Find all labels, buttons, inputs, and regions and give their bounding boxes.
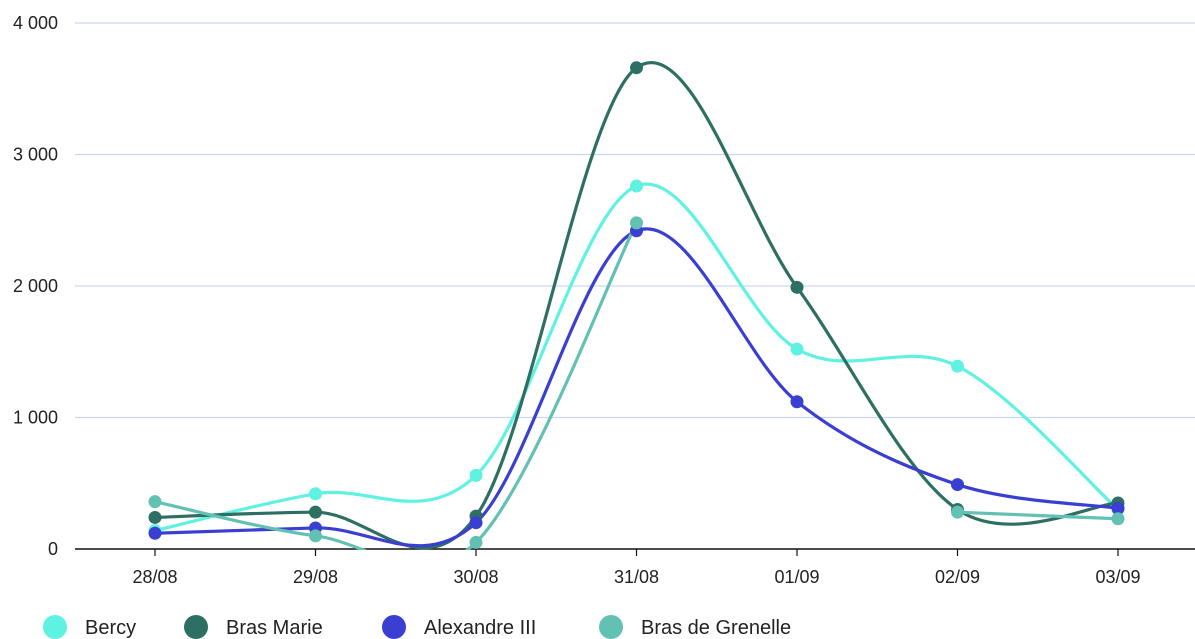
series-lines	[153, 61, 1120, 550]
legend-label: Alexandre III	[424, 617, 536, 639]
data-point-bras-de-grenelle	[309, 529, 322, 543]
data-points	[148, 61, 1125, 549]
x-tick-label: 29/08	[293, 567, 338, 587]
data-point-bercy	[309, 487, 322, 501]
x-tick-label: 31/08	[614, 567, 659, 587]
legend-label: Bercy	[85, 617, 136, 639]
series-line-bras-de-grenelle	[955, 510, 1120, 521]
data-point-bercy	[630, 179, 643, 193]
x-tick-label: 28/08	[132, 567, 177, 587]
legend-label: Bras Marie	[226, 617, 323, 639]
legend-marker	[43, 615, 67, 639]
y-tick-label: 1 000	[13, 408, 58, 428]
data-point-alexandre-iii	[951, 478, 964, 492]
data-point-bras-marie	[790, 280, 804, 294]
data-point-bercy	[469, 468, 483, 482]
data-point-alexandre-iii	[1111, 501, 1125, 515]
y-tick-label: 0	[48, 539, 58, 559]
grid-lines	[75, 22, 1195, 550]
data-point-bras-de-grenelle	[1111, 512, 1125, 526]
legend-label: Bras de Grenelle	[641, 617, 791, 639]
data-point-bras-marie	[630, 61, 643, 75]
series-line-bras-de-grenelle	[153, 221, 639, 550]
data-point-alexandre-iii	[469, 516, 483, 530]
data-point-bercy	[790, 342, 804, 356]
x-axis-ticks: 28/08 29/08 30/08 31/08 01/09 02/09 03/09	[132, 549, 1141, 587]
legend-marker	[184, 615, 208, 639]
legend-marker	[599, 615, 623, 639]
x-tick-label: 02/09	[935, 567, 980, 587]
y-axis-ticks: 0 1 000 2 000 3 000 4 000	[13, 13, 58, 559]
data-point-bras-marie	[148, 510, 162, 524]
legend-marker	[382, 615, 406, 639]
data-point-bras-de-grenelle	[469, 535, 483, 549]
y-tick-label: 2 000	[13, 276, 58, 296]
y-tick-label: 4 000	[13, 13, 58, 33]
data-point-alexandre-iii	[790, 395, 804, 409]
data-point-bras-de-grenelle	[951, 505, 964, 519]
legend: Bercy Bras Marie Alexandre III Bras de Gren…	[43, 615, 791, 639]
x-tick-label: 01/09	[774, 567, 819, 587]
series-line-bras-marie	[153, 61, 1120, 550]
data-point-alexandre-iii	[148, 526, 162, 540]
data-point-bras-de-grenelle	[630, 216, 643, 230]
y-tick-label: 3 000	[13, 145, 58, 165]
data-point-bras-marie	[309, 505, 322, 519]
x-tick-label: 03/09	[1095, 567, 1140, 587]
data-point-bercy	[951, 359, 964, 373]
x-tick-label: 30/08	[453, 567, 498, 587]
data-point-bras-de-grenelle	[148, 495, 162, 509]
